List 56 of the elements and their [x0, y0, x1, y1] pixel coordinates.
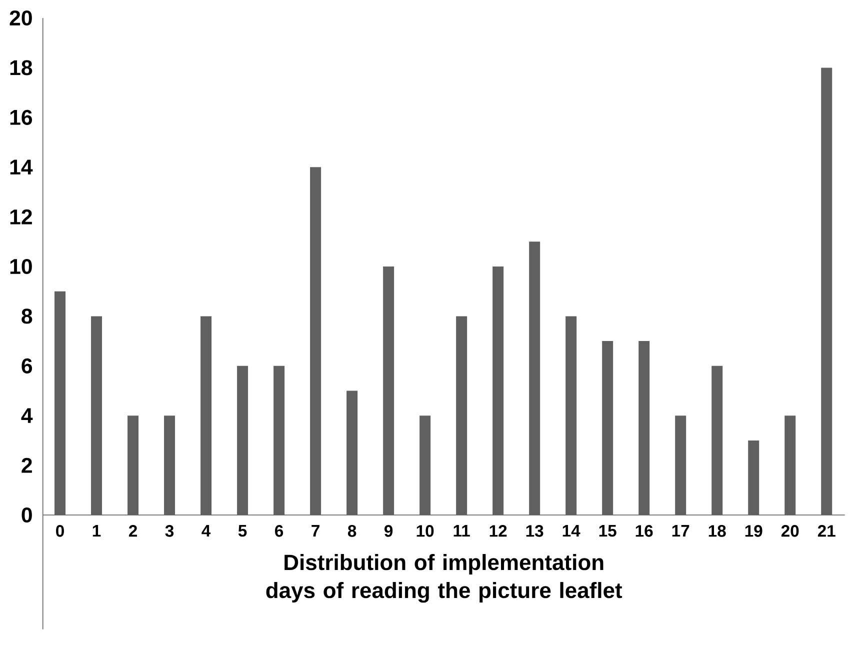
bar	[420, 416, 431, 515]
bar	[675, 416, 686, 515]
y-tick-label: 18	[10, 60, 32, 76]
bar	[164, 416, 176, 515]
bar	[784, 416, 796, 515]
bar	[529, 242, 540, 515]
x-tick-label: 18	[708, 525, 726, 537]
x-tick-label: 19	[745, 525, 762, 537]
y-tick-label: 8	[22, 308, 32, 324]
x-tick-label: 15	[599, 525, 616, 537]
bar	[54, 291, 66, 515]
bar	[274, 366, 285, 515]
y-tick-label: 6	[22, 358, 32, 374]
x-tick-label: 4	[202, 525, 211, 537]
y-tick-label: 16	[10, 110, 32, 125]
y-tick-label: 12	[10, 209, 32, 224]
x-tick-label: 16	[636, 525, 653, 537]
bar	[91, 316, 102, 515]
x-tick-label: 2	[128, 525, 137, 537]
bar	[638, 341, 650, 515]
x-tick-label: 9	[384, 525, 393, 537]
y-tick-label: 4	[21, 408, 33, 423]
x-tick-label: 17	[672, 525, 690, 537]
x-tick-label: 13	[526, 525, 544, 537]
x-tick-label: 10	[416, 525, 434, 537]
x-tick-label: 21	[818, 525, 836, 537]
bar	[310, 167, 322, 515]
bar	[602, 341, 614, 515]
bar	[566, 316, 577, 515]
bar	[346, 390, 358, 515]
bar	[748, 440, 760, 515]
x-tick-label: 0	[56, 525, 64, 537]
x-tick-label: 20	[781, 525, 799, 537]
x-tick-label: 3	[165, 525, 174, 537]
x-tick-label: 1	[92, 525, 101, 537]
x-tick-label: 5	[238, 525, 247, 537]
y-tick-label: 2	[22, 458, 32, 473]
bar	[383, 266, 394, 515]
x-tick-label: 8	[348, 525, 356, 537]
y-tick-label: 10	[10, 258, 32, 274]
bar	[712, 366, 723, 515]
bar	[237, 366, 248, 515]
x-tick-label: 11	[454, 525, 470, 537]
bar	[492, 266, 504, 515]
y-tick-label: 14	[10, 160, 33, 174]
y-tick-label: 0	[22, 507, 32, 523]
x-axis-title: Distribution of implementation days of reading the picture leaflet	[266, 554, 622, 603]
bar	[200, 316, 212, 515]
x-tick-label: 12	[490, 525, 507, 537]
y-tick-label: 20	[10, 10, 32, 26]
bar	[128, 416, 139, 515]
bar	[821, 68, 832, 515]
x-tick-label: 14	[562, 525, 580, 537]
x-tick-label: 7	[312, 525, 320, 537]
bar	[456, 316, 468, 515]
x-tick-label: 6	[275, 525, 284, 537]
